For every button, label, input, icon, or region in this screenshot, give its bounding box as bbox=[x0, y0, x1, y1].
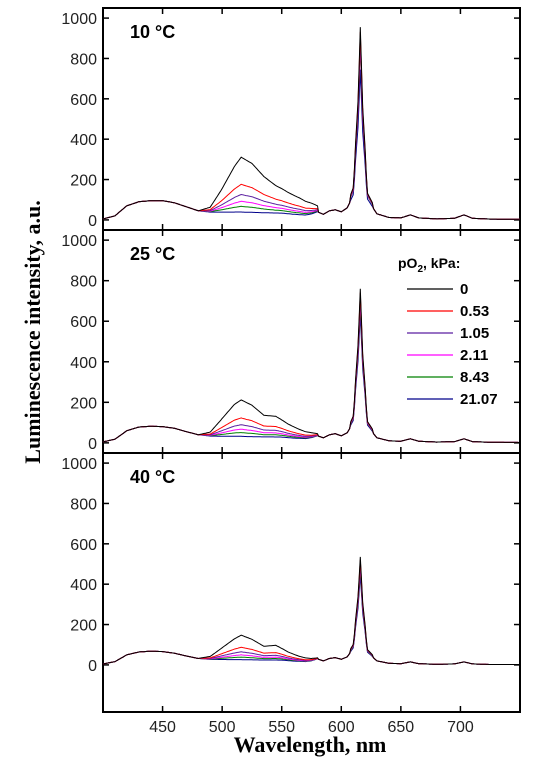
series-line-2.11 bbox=[102, 42, 520, 220]
y-tick-label: 400 bbox=[70, 132, 97, 149]
y-tick-label: 200 bbox=[70, 173, 97, 190]
series-line-21.07 bbox=[102, 69, 520, 220]
panel-temperature-label: 25 °C bbox=[130, 244, 175, 264]
y-tick-label: 800 bbox=[70, 51, 97, 68]
y-tick-label: 0 bbox=[88, 213, 97, 230]
series-line-8.43 bbox=[102, 46, 520, 220]
series-line-0.53 bbox=[102, 32, 520, 220]
legend-entry: 21.07 bbox=[460, 391, 498, 408]
y-tick-label: 600 bbox=[70, 314, 97, 331]
y-tick-label: 1000 bbox=[61, 11, 97, 28]
series-line-1.05 bbox=[102, 38, 520, 220]
series-line-1.05 bbox=[102, 563, 520, 665]
x-tick-label: 500 bbox=[209, 719, 236, 736]
legend: pO2, kPa:0 0.53 1.05 2.11 8.43 21.07 bbox=[398, 255, 498, 408]
y-tick-label: 400 bbox=[70, 577, 97, 594]
series-line-1.05 bbox=[102, 296, 520, 443]
series-line-8.43 bbox=[102, 304, 520, 443]
legend-entry: 0 bbox=[460, 281, 468, 298]
panel-1: 0 200 400 600 800 1000 10 °C bbox=[61, 7, 521, 231]
y-tick-label: 1000 bbox=[61, 456, 97, 473]
legend-entry: 1.05 bbox=[460, 325, 489, 342]
series-line-0 bbox=[102, 288, 520, 443]
y-tick-label: 0 bbox=[88, 658, 97, 675]
series-line-21.07 bbox=[102, 575, 520, 665]
y-tick-label: 600 bbox=[70, 92, 97, 109]
panel-frame bbox=[102, 452, 521, 713]
x-tick-labels: 450 500 550 600 650 700 bbox=[149, 719, 474, 736]
x-axis-title: Wavelength, nm bbox=[234, 732, 387, 757]
y-tick-label: 800 bbox=[70, 274, 97, 291]
series-line-21.07 bbox=[102, 314, 520, 443]
legend-title: pO2, kPa: bbox=[398, 255, 460, 275]
y-tick-label: 200 bbox=[70, 395, 97, 412]
y-tick-label: 0 bbox=[88, 436, 97, 453]
series-line-0 bbox=[102, 556, 520, 665]
x-tick-label: 650 bbox=[388, 719, 415, 736]
x-tick-label: 600 bbox=[328, 719, 355, 736]
legend-entry: 2.11 bbox=[460, 347, 488, 364]
legend-entry: 8.43 bbox=[460, 369, 489, 386]
series-line-8.43 bbox=[102, 568, 520, 665]
x-tick-label: 450 bbox=[149, 719, 176, 736]
x-tick-label: 700 bbox=[447, 719, 474, 736]
y-tick-label: 1000 bbox=[61, 233, 97, 250]
series-line-0 bbox=[102, 27, 520, 220]
series-line-0.53 bbox=[102, 292, 520, 443]
x-tick-label: 550 bbox=[268, 719, 295, 736]
legend-entry: 0.53 bbox=[460, 303, 489, 320]
series-line-0.53 bbox=[102, 559, 520, 665]
panel-temperature-label: 10 °C bbox=[130, 22, 175, 42]
y-axis-title: Luminescence intensity, a.u. bbox=[20, 200, 45, 463]
series-line-2.11 bbox=[102, 300, 520, 443]
series-line-2.11 bbox=[102, 565, 520, 665]
y-tick-label: 400 bbox=[70, 355, 97, 372]
y-tick-label: 200 bbox=[70, 618, 97, 635]
panels: 0 200 400 600 800 1000 10 °C 0 200 400 600 800 1000 2… bbox=[61, 7, 521, 713]
panel-3: 0 200 400 600 800 1000 40 °C bbox=[61, 452, 521, 713]
y-tick-label: 800 bbox=[70, 496, 97, 513]
panel-temperature-label: 40 °C bbox=[130, 467, 175, 487]
y-tick-label: 600 bbox=[70, 537, 97, 554]
